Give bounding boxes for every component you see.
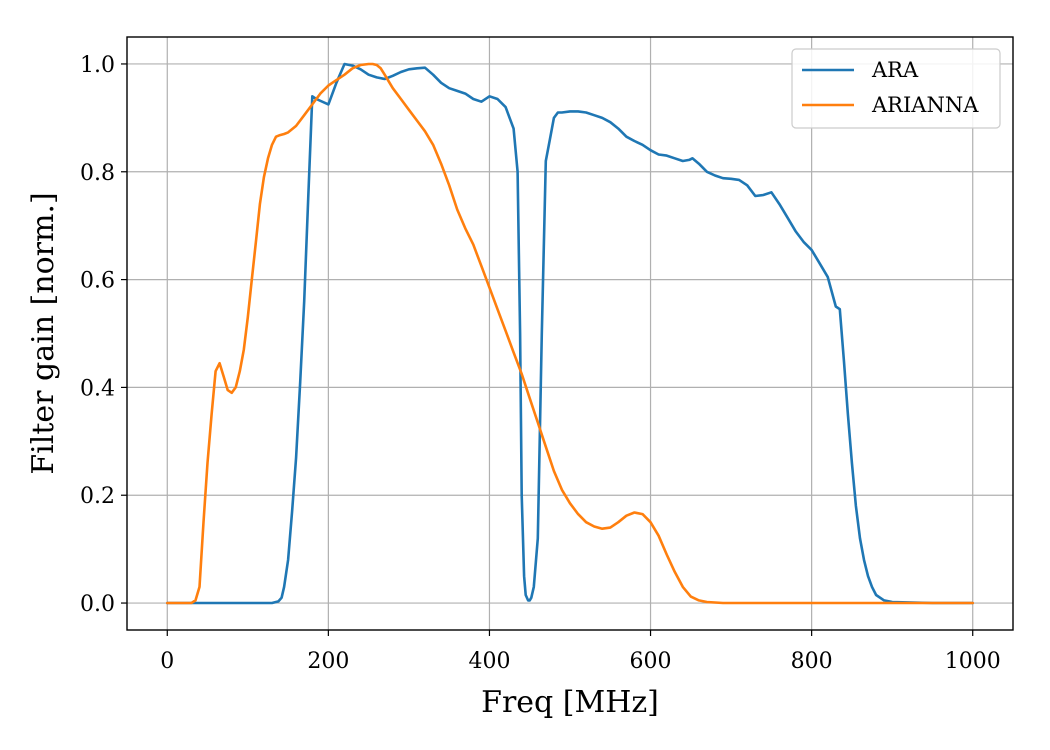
x-tick-label: 200	[307, 649, 349, 674]
y-tick-label: 1.0	[80, 53, 115, 78]
legend-label: ARIANNA	[871, 93, 979, 117]
y-tick-label: 0.0	[80, 592, 115, 617]
x-tick-label: 1000	[945, 649, 1001, 674]
plot-frame	[126, 36, 1014, 631]
series-group	[166, 62, 974, 605]
y-tick-label: 0.4	[80, 376, 115, 401]
y-tick-label: 0.6	[80, 269, 115, 294]
x-tick-label: 800	[791, 649, 833, 674]
legend-label: ARA	[871, 58, 919, 82]
y-axis-label: Filter gain [norm.]	[26, 192, 61, 474]
x-tick-label: 0	[160, 649, 174, 674]
y-tick-label: 0.8	[80, 161, 115, 186]
plot-area	[127, 37, 1013, 630]
x-axis-label: Freq [MHz]	[481, 685, 659, 720]
x-tick-label: 400	[468, 649, 510, 674]
legend: ARA ARIANNA	[791, 48, 1001, 129]
x-tick-label: 600	[630, 649, 672, 674]
y-tick-label: 0.2	[80, 484, 115, 509]
series-line-ara	[166, 62, 974, 605]
ticks: 0 200 400 600 800 1000 0.0 0.2 0.4 0.6 0.8 1.0	[80, 53, 1001, 674]
series-line-arianna	[166, 62, 974, 605]
